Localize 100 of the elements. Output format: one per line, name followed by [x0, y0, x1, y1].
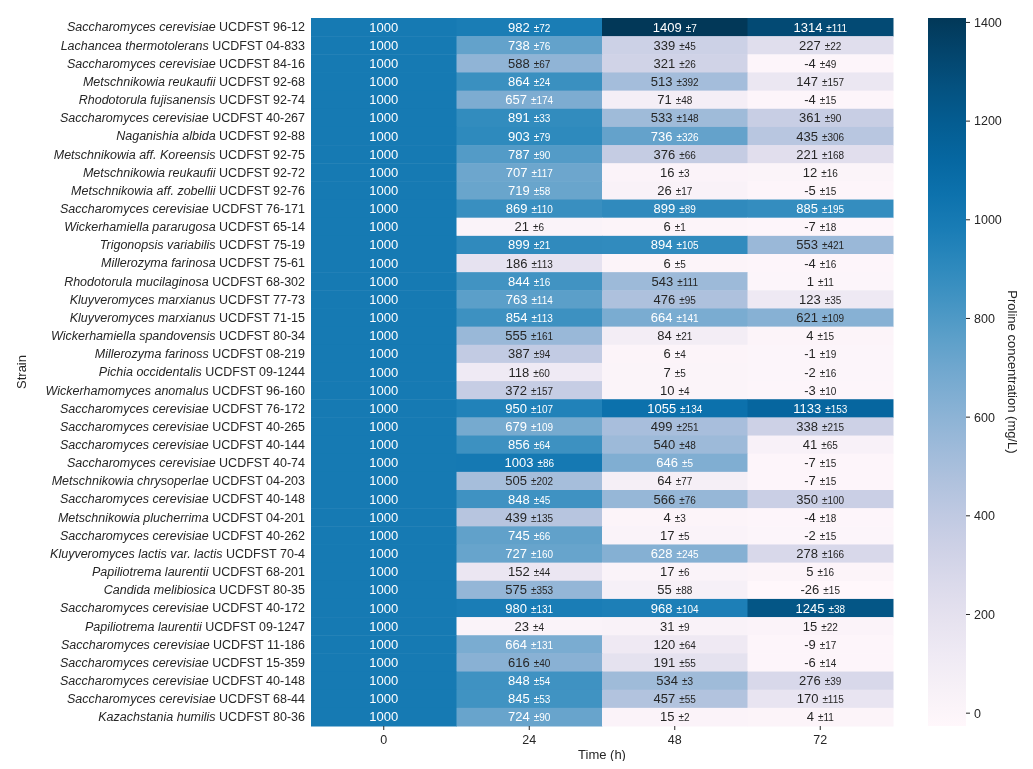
y-tick-label: Rhodotorula mucilaginosa UCDFST 68-302 — [64, 274, 306, 289]
x-axis-title: Time (h) — [578, 747, 626, 762]
data-label: 221 ±168 — [796, 146, 845, 162]
y-tick-label: Saccharomyces cerevisiae UCDFST 76-171 — [59, 201, 306, 216]
data-label: 26 ±17 — [657, 183, 693, 199]
data-label: 276 ±39 — [799, 673, 842, 689]
data-label: -9 ±17 — [804, 636, 837, 652]
data-label: 1000 — [369, 618, 399, 634]
y-tick-label: Metschnikowia reukaufii UCDFST 92-72 — [82, 165, 306, 180]
data-label: 6 ±4 — [663, 346, 687, 362]
data-label: 848 ±45 — [508, 491, 551, 507]
data-label: 4 ±11 — [806, 709, 835, 725]
data-label: 15 ±2 — [659, 709, 690, 725]
y-tick-label: Naganishia albida UCDFST 92-88 — [116, 129, 306, 144]
data-label: 1000 — [369, 92, 399, 108]
data-label: 1000 — [369, 673, 399, 689]
data-label: -6 ±14 — [804, 655, 837, 671]
data-label: 891 ±33 — [508, 110, 551, 126]
color-bar-label: 1400 — [974, 15, 1002, 30]
color-bar-label: 1000 — [974, 213, 1002, 228]
y-tick-label: Saccharomyces cerevisiae UCDFST 40-144 — [59, 437, 306, 452]
data-label: 736 ±326 — [650, 128, 700, 144]
data-label: 856 ±64 — [508, 437, 551, 453]
y-tick-label: Saccharomyces cerevisiae UCDFST 96-12 — [66, 20, 306, 35]
y-tick-label: Metschnikowia aff. Koreensis UCDFST 92-75 — [53, 147, 306, 162]
data-label: 376 ±66 — [653, 146, 697, 162]
y-tick-label: Saccharomyces cerevisiae UCDFST 40-148 — [59, 492, 306, 507]
data-label: 321 ±26 — [653, 55, 697, 71]
data-label: 7 ±5 — [663, 364, 687, 380]
data-label: 679 ±109 — [505, 419, 554, 435]
data-label: 1000 — [369, 419, 399, 435]
data-label: 1245 ±38 — [795, 600, 846, 616]
y-tick-label: Metschnikowia chrysoperlae UCDFST 04-203 — [51, 474, 306, 489]
y-tick-label: Lachancea thermotolerans UCDFST 04-833 — [60, 38, 306, 53]
data-label: 1000 — [369, 183, 399, 199]
y-tick-label: Candida melibiosica UCDFST 80-35 — [103, 583, 306, 598]
color-bar-label: 200 — [974, 607, 995, 622]
y-tick-label: Millerozyma farinoss UCDFST 08-219 — [94, 347, 306, 362]
y-tick-label: Metschnikowia reukaufii UCDFST 92-68 — [82, 74, 306, 89]
data-label: 1000 — [369, 600, 399, 616]
y-tick-label: Saccharomyces cerevisiae UCDFST 40-265 — [59, 419, 306, 434]
data-label: 980 ±131 — [505, 600, 554, 616]
y-tick-label: Kazachstania humilis UCDFST 80-36 — [98, 710, 306, 725]
data-label: 1000 — [369, 364, 399, 380]
data-label: -4 ±16 — [804, 255, 837, 271]
data-label: 553 ±421 — [796, 237, 845, 253]
y-tick-label: Saccharomyces cerevisiae UCDFST 40-148 — [59, 673, 306, 688]
data-label: 1133 ±153 — [793, 400, 848, 416]
data-label: 588 ±67 — [508, 55, 551, 71]
data-label: 646 ±5 — [656, 455, 694, 471]
y-tick-label: Wickerhamiella pararugosa UCDFST 65-14 — [64, 220, 306, 235]
color-bar-label: 0 — [974, 706, 981, 721]
data-label: 1000 — [369, 55, 399, 71]
y-tick-label: Saccharomyces cerevisiae UCDFST 11-186 — [60, 637, 306, 652]
data-label: 566 ±76 — [653, 491, 697, 507]
data-label: 16 ±3 — [659, 164, 690, 180]
data-label: 854 ±113 — [505, 310, 554, 326]
data-label: 543 ±111 — [651, 273, 699, 289]
y-tick-label: Kluyveromyces marxianus UCDFST 77-73 — [69, 292, 306, 307]
data-label: 1000 — [369, 527, 399, 543]
data-label: 575 ±353 — [505, 582, 554, 598]
y-tick-label: Saccharomyces cerevisiae UCDFST 84-16 — [66, 56, 306, 71]
data-label: 513 ±392 — [650, 74, 700, 90]
y-tick-label: Saccharomyces cerevisiae UCDFST 68-44 — [66, 692, 306, 707]
y-tick-label: Trigonopsis variabilis UCDFST 75-19 — [99, 238, 306, 253]
data-label: 982 ±72 — [508, 19, 551, 35]
data-label: 147 ±157 — [796, 74, 845, 90]
color-bar-label: 800 — [974, 311, 995, 326]
data-label: 707 ±117 — [505, 164, 554, 180]
data-label: 1000 — [369, 19, 399, 35]
data-label: 350 ±100 — [796, 491, 845, 507]
x-tick-label: 72 — [813, 733, 828, 747]
data-label: 1000 — [369, 291, 399, 307]
data-label: 885 ±195 — [796, 201, 845, 217]
data-label: 387 ±94 — [508, 346, 551, 362]
data-label: 899 ±21 — [508, 237, 551, 253]
data-label: 1000 — [369, 110, 399, 126]
data-label: 1000 — [369, 328, 399, 344]
data-label: 476 ±95 — [653, 291, 697, 307]
data-label: -26 ±15 — [800, 582, 841, 598]
data-label: 123 ±35 — [799, 291, 842, 307]
data-label: 1000 — [369, 255, 399, 271]
data-label: 1000 — [369, 400, 399, 416]
data-label: 1000 — [369, 437, 399, 453]
data-label: 1000 — [369, 691, 399, 707]
data-label: 1000 — [369, 582, 399, 598]
data-label: 1 ±11 — [806, 273, 835, 289]
color-bar-label: 600 — [974, 410, 995, 425]
data-label: 1000 — [369, 455, 399, 471]
data-label: 41 ±65 — [802, 437, 839, 453]
data-label: 950 ±107 — [505, 400, 554, 416]
data-label: 17 ±5 — [659, 527, 690, 543]
data-label: 1000 — [369, 310, 399, 326]
y-tick-label: Wickerhamiella spandovensis UCDFST 80-34 — [51, 329, 306, 344]
y-axis-title: Strain — [14, 355, 29, 389]
data-label: 21 ±6 — [514, 219, 545, 235]
y-tick-label: Kluyveromyces lactis var. lactis UCDFST 70-4 — [50, 546, 306, 561]
data-label: -5 ±15 — [804, 183, 837, 199]
data-label: 899 ±89 — [653, 201, 697, 217]
data-label: 439 ±135 — [505, 509, 554, 525]
